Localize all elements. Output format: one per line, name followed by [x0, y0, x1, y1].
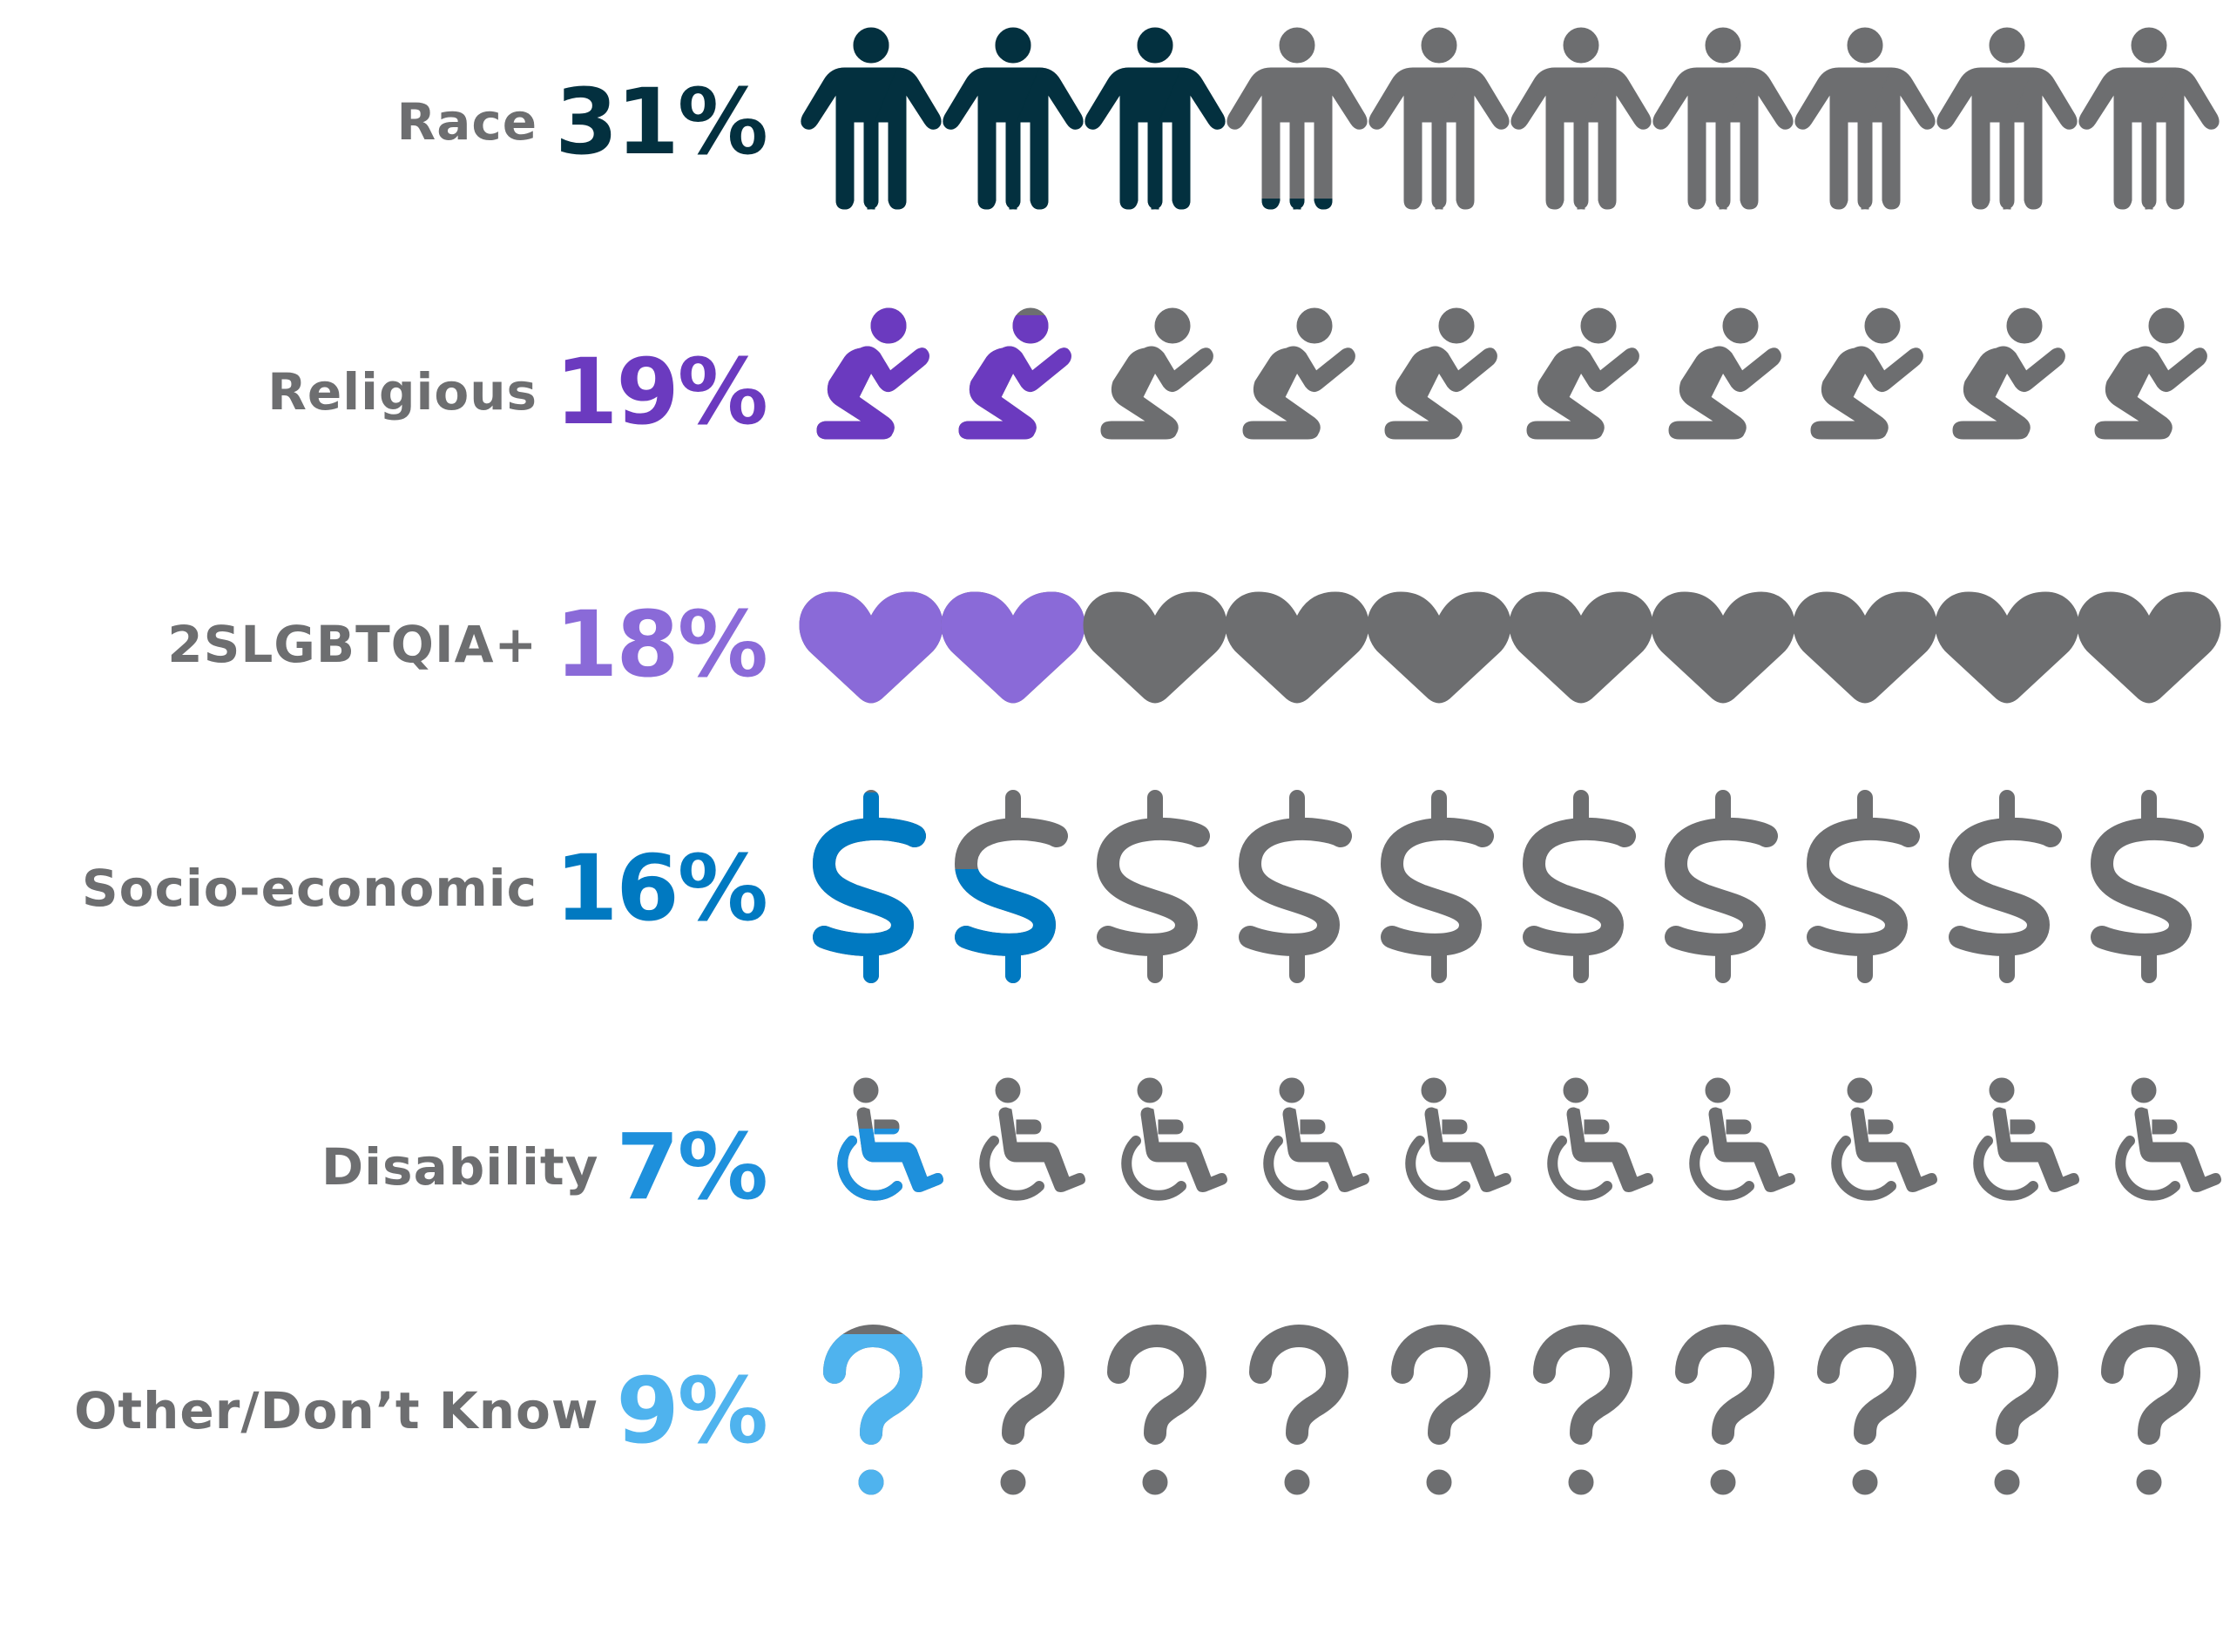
dollar-sign-icon: [1676, 798, 1767, 975]
praying-person-icon: [816, 307, 929, 440]
row-label: 2SLGBTQIA+ 18%: [167, 540, 768, 749]
question-mark-icon: [1544, 1336, 1621, 1494]
person-icon: [1652, 27, 1794, 210]
row-label: Disability 7%: [321, 1062, 768, 1271]
person-icon: [1510, 27, 1652, 210]
icon-row: [816, 307, 2207, 440]
heart-icon: [1225, 591, 1369, 704]
person-icon: [1085, 27, 1226, 210]
icon-row: [784, 1062, 2230, 1271]
question-mark-icon: [976, 1336, 1053, 1494]
wheelchair-icon: [1126, 1078, 1226, 1196]
percentage-label: 7%: [616, 1114, 768, 1220]
dollar-sign-icon: [1534, 798, 1625, 975]
category-label: Socio-economic: [81, 859, 538, 918]
row-label: Race 31%: [396, 17, 768, 226]
question-mark-icon: [1828, 1336, 1905, 1494]
category-label: Other/Don’t Know: [74, 1381, 599, 1440]
person-icon: [1226, 27, 1368, 210]
icon-row: [801, 27, 2220, 210]
person-icon: [2078, 27, 2220, 210]
category-label: 2SLGBTQIA+: [167, 615, 538, 674]
praying-person-icon: [2094, 307, 2207, 440]
person-icon: [1368, 27, 1510, 210]
pictograph-row: Disability 7%: [0, 1062, 2230, 1271]
dollar-sign-icon: [2102, 798, 2193, 975]
wheelchair-icon: [984, 1078, 1085, 1196]
row-label: Religious 19%: [267, 287, 768, 496]
heart-icon: [1367, 591, 1511, 704]
question-mark-icon: [2112, 1336, 2189, 1494]
person-icon: [1794, 27, 1936, 210]
dollar-sign-icon: [1392, 798, 1483, 975]
wheelchair-icon: [1978, 1078, 2078, 1196]
person-icon: [1936, 27, 2078, 210]
heart-icon: [799, 591, 943, 704]
wheelchair-icon: [842, 1078, 943, 1196]
pictograph-row: Race 31%: [0, 17, 2230, 226]
question-mark-icon: [1118, 1336, 1195, 1494]
praying-person-icon: [1810, 307, 1923, 440]
heart-icon: [941, 591, 1085, 704]
praying-person-icon: [1668, 307, 1781, 440]
praying-person-icon: [1242, 307, 1355, 440]
praying-person-icon: [1526, 307, 1639, 440]
heart-icon: [1083, 591, 1227, 704]
person-icon: [943, 27, 1084, 210]
pictograph-row: Socio-economic 16%: [0, 784, 2230, 993]
wheelchair-icon: [1552, 1078, 1652, 1196]
category-label: Race: [396, 92, 538, 152]
dollar-sign-icon: [1960, 798, 2051, 975]
icon-row: [784, 1306, 2230, 1515]
dollar-sign-icon: [1818, 798, 1909, 975]
question-mark-icon: [1970, 1336, 2047, 1494]
category-label: Disability: [321, 1137, 599, 1197]
wheelchair-icon: [1268, 1078, 1368, 1196]
heart-icon: [2077, 591, 2221, 704]
praying-person-icon: [1952, 307, 2065, 440]
praying-person-icon: [958, 307, 1071, 440]
question-mark-icon: [1260, 1336, 1337, 1494]
wheelchair-icon: [1836, 1078, 1936, 1196]
wheelchair-icon: [1410, 1078, 1510, 1196]
row-label: Socio-economic 16%: [81, 784, 768, 993]
dollar-sign-icon: [1250, 798, 1341, 975]
heart-icon: [1509, 591, 1653, 704]
person-icon: [801, 27, 942, 210]
percentage-label: 9%: [616, 1358, 768, 1464]
heart-icon: [1935, 591, 2079, 704]
wheelchair-icon: [1694, 1078, 1794, 1196]
dollar-sign-icon: [1108, 798, 1199, 975]
praying-person-icon: [1384, 307, 1497, 440]
category-label: Religious: [267, 362, 538, 421]
pictograph-row: Other/Don’t Know 9%: [0, 1306, 2230, 1515]
percentage-label: 16%: [555, 835, 768, 941]
percentage-label: 31%: [555, 69, 768, 175]
percentage-label: 18%: [555, 591, 768, 698]
icon-row: [799, 591, 2221, 704]
pictograph-row: Religious 19%: [0, 287, 2230, 496]
row-label: Other/Don’t Know 9%: [74, 1306, 768, 1515]
dollar-sign-icon: [966, 798, 1057, 975]
percentage-label: 19%: [555, 339, 768, 445]
dollar-sign-icon: [824, 798, 915, 975]
pictograph-row: 2SLGBTQIA+ 18%: [0, 540, 2230, 749]
heart-icon: [1651, 591, 1795, 704]
question-mark-icon: [835, 1336, 911, 1494]
heart-icon: [1793, 591, 1937, 704]
praying-person-icon: [1100, 307, 1213, 440]
icon-row: [784, 784, 2230, 993]
question-mark-icon: [1686, 1336, 1763, 1494]
wheelchair-icon: [2120, 1078, 2220, 1196]
question-mark-icon: [1402, 1336, 1479, 1494]
